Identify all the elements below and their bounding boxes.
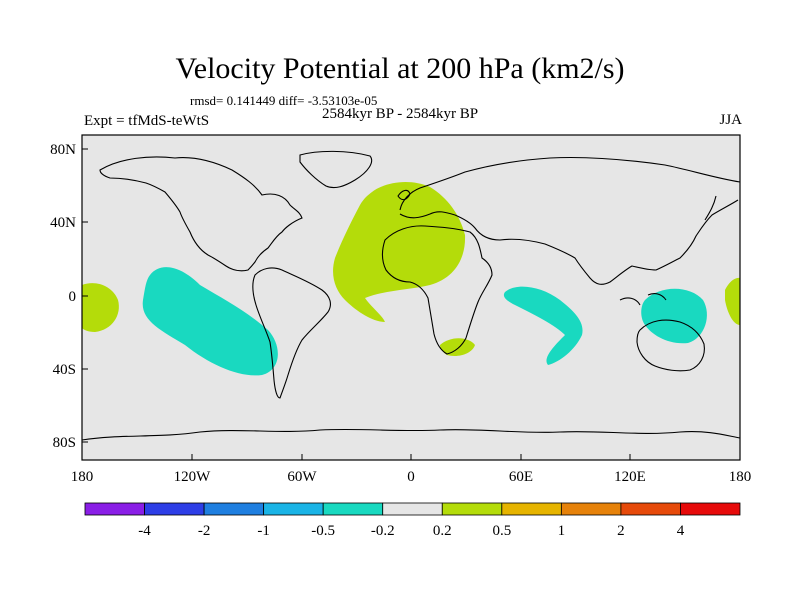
central-pacific-positive-region (82, 283, 119, 332)
longitude-ticks (81, 454, 741, 460)
lat-label-40n: 40N (50, 215, 76, 231)
latitude-labels: 80N 40N 0 40S 80S (50, 142, 76, 451)
indonesia-islands (619, 293, 667, 306)
lon-label-60w: 60W (287, 469, 317, 485)
colorbar-swatch (203, 502, 265, 516)
lat-label-0: 0 (69, 289, 77, 305)
colorbar-label: -2 (198, 523, 211, 539)
africa-coast (381, 225, 493, 355)
lon-label-180e: 180 (729, 469, 752, 485)
experiment-label: Expt = tfMdS-teWtS (84, 113, 210, 129)
colorbar-swatch (620, 502, 681, 516)
colorbar (84, 502, 741, 516)
colorbar-labels: -4 -2 -1 -0.5 -0.2 0.2 0.5 1 2 4 (138, 523, 684, 539)
coastlines (81, 150, 741, 441)
negative-anomaly-regions (142, 267, 707, 376)
south-america-coast (252, 267, 331, 399)
colorbar-label: 0.5 (492, 523, 511, 539)
stats-text: rmsd= 0.141449 diff= -3.53103e-05 (190, 93, 378, 108)
colorbar-label: -1 (257, 523, 270, 539)
lon-label-120w: 120W (174, 469, 212, 485)
lon-label-60e: 60E (509, 469, 533, 485)
lat-label-40s: 40S (53, 362, 76, 378)
colorbar-swatch (322, 502, 384, 516)
colorbar-label: 1 (558, 523, 566, 539)
colorbar-swatch (501, 502, 562, 516)
colorbar-label: 0.2 (433, 523, 452, 539)
longitude-labels: 180 120W 60W 0 60E 120E 180 (71, 469, 752, 485)
colorbar-label: -4 (138, 523, 151, 539)
greenland-coast (299, 150, 373, 189)
colorbar-swatch (144, 502, 205, 516)
colorbar-label: 2 (617, 523, 625, 539)
british-isles (397, 189, 411, 201)
colorbar-label: 4 (677, 523, 685, 539)
maritime-continent-negative-region (641, 288, 707, 344)
southern-africa-positive-region (440, 338, 475, 356)
lon-label-120e: 120E (614, 469, 646, 485)
latitude-ticks (82, 148, 88, 443)
season-label: JJA (719, 112, 742, 128)
atlantic-africa-positive-region (333, 181, 466, 322)
colorbar-swatch (680, 502, 741, 516)
colorbar-swatch (441, 502, 503, 516)
antarctica-coast (81, 428, 741, 441)
colorbar-swatch (382, 502, 443, 516)
lon-label-0: 0 (407, 469, 415, 485)
australia-coast (636, 319, 705, 372)
japan-islands (704, 195, 717, 221)
europe-asia-coast (399, 156, 741, 285)
east-pacific-negative-region (142, 267, 278, 376)
lon-label-180w: 180 (71, 469, 94, 485)
colorbar-swatch (560, 502, 622, 516)
colorbar-label: -0.5 (311, 523, 335, 539)
colorbar-label: -0.2 (371, 523, 395, 539)
colorbar-swatch (84, 502, 145, 516)
positive-anomaly-regions (82, 181, 740, 356)
west-pacific-positive-region (725, 277, 740, 325)
north-america-coast (99, 156, 303, 272)
plot-title: Velocity Potential at 200 hPa (km2/s) (175, 52, 625, 85)
lat-label-80n: 80N (50, 142, 76, 158)
time-range-subtitle: 2584kyr BP - 2584kyr BP (321, 106, 479, 122)
indian-ocean-negative-region (503, 286, 583, 365)
colorbar-swatch (263, 502, 324, 516)
lat-label-80s: 80S (53, 435, 76, 451)
